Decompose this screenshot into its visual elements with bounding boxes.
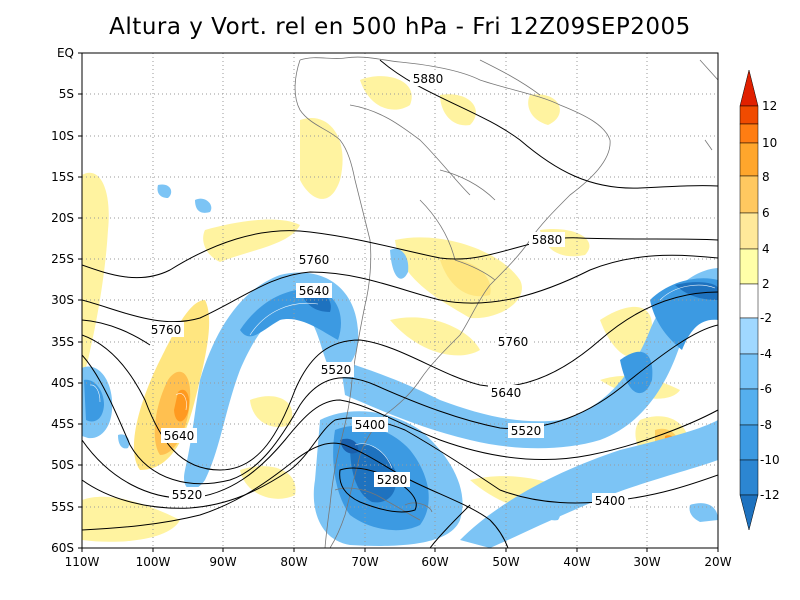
- lat-tick-label: 50S: [51, 458, 74, 472]
- contour-label: 5520: [321, 363, 352, 377]
- lat-tick-label: 60S: [51, 541, 74, 555]
- lat-tick-label: EQ: [57, 46, 74, 60]
- colorbar-label: -10: [760, 453, 780, 467]
- lat-tick-label: 5S: [59, 87, 74, 101]
- contour-label: 5640: [491, 386, 522, 400]
- colorbar-label: -12: [760, 488, 780, 502]
- colorbar-swatch: [739, 248, 759, 285]
- colorbar-swatch: [739, 353, 759, 390]
- lat-tick-label: 15S: [51, 170, 74, 184]
- colorbar-label: 6: [762, 206, 770, 220]
- colorbar-label: -6: [760, 382, 772, 396]
- contour-label: 5880: [532, 233, 563, 247]
- vorticity-contours: [89, 284, 716, 469]
- colorbar-label: -2: [760, 311, 772, 325]
- lon-tick-label: 40W: [563, 555, 590, 569]
- lat-tick-label: 35S: [51, 335, 74, 349]
- lat-tick-label: 30S: [51, 293, 74, 307]
- graticule: [82, 53, 718, 548]
- lat-tick-label: 40S: [51, 376, 74, 390]
- lon-tick-label: 30W: [633, 555, 660, 569]
- contour-label: 5760: [151, 323, 182, 337]
- colorbar-label: 12: [762, 99, 777, 113]
- colorbar-label: 8: [762, 170, 770, 184]
- colorbar-swatch: [739, 212, 759, 250]
- colorbar-swatch: [739, 317, 759, 355]
- contour-label: 5400: [595, 494, 626, 508]
- colorbar-label: -4: [760, 347, 772, 361]
- lon-tick-label: 20W: [704, 555, 731, 569]
- colorbar-swatch: [739, 283, 759, 319]
- lat-tick-label: 10S: [51, 129, 74, 143]
- contour-label: 5280: [377, 473, 408, 487]
- lon-tick-label: 80W: [280, 555, 307, 569]
- lon-tick-label: 60W: [421, 555, 448, 569]
- colorbar-swatch: [739, 424, 759, 461]
- contour-labels: 5880 5880 5760 5760 5760 5640 5640 5640 …: [148, 71, 628, 508]
- colorbar-label: 10: [762, 136, 777, 150]
- lon-tick-label: 100W: [136, 555, 171, 569]
- colorbar-bottom-arrow: [739, 494, 759, 531]
- contour-label: 5760: [498, 335, 529, 349]
- contour-label: 5760: [299, 253, 330, 267]
- lat-tick-label: 45S: [51, 417, 74, 431]
- lon-tick-label: 70W: [351, 555, 378, 569]
- lon-tick-label: 110W: [65, 555, 100, 569]
- contour-label: 5520: [511, 424, 542, 438]
- contour-label: 5880: [413, 72, 444, 86]
- colorbar: 12 10 8 6 4 2 -2 -4 -6 -8 -10 -12: [739, 69, 780, 531]
- latitude-axis: EQ 5S 10S 15S 20S 25S 30S 35S 40S 45S 50…: [51, 46, 82, 555]
- lat-tick-label: 20S: [51, 211, 74, 225]
- negative-vorticity-shading: [82, 184, 718, 548]
- contour-label: 5400: [355, 418, 386, 432]
- lat-tick-label: 25S: [51, 252, 74, 266]
- colorbar-label: 4: [762, 242, 770, 256]
- longitude-axis: 110W 100W 90W 80W 70W 60W 50W 40W 30W 20…: [65, 548, 732, 569]
- colorbar-swatch: [739, 388, 759, 426]
- contour-label: 5520: [172, 488, 203, 502]
- colorbar-swatch: [739, 459, 759, 496]
- colorbar-swatch: [739, 142, 759, 177]
- contour-label: 5640: [164, 429, 195, 443]
- map-title: Altura y Vort. rel en 500 hPa - Fri 12Z0…: [109, 14, 691, 40]
- colorbar-swatch: [739, 123, 759, 144]
- colorbar-swatch: [739, 105, 759, 125]
- colorbar-label: 2: [762, 277, 770, 291]
- lon-tick-label: 50W: [492, 555, 519, 569]
- colorbar-top-arrow: [739, 69, 759, 107]
- lon-tick-label: 90W: [209, 555, 236, 569]
- colorbar-label: -8: [760, 418, 772, 432]
- colorbar-swatch: [739, 175, 759, 214]
- contour-label: 5640: [299, 284, 330, 298]
- lat-tick-label: 55S: [51, 500, 74, 514]
